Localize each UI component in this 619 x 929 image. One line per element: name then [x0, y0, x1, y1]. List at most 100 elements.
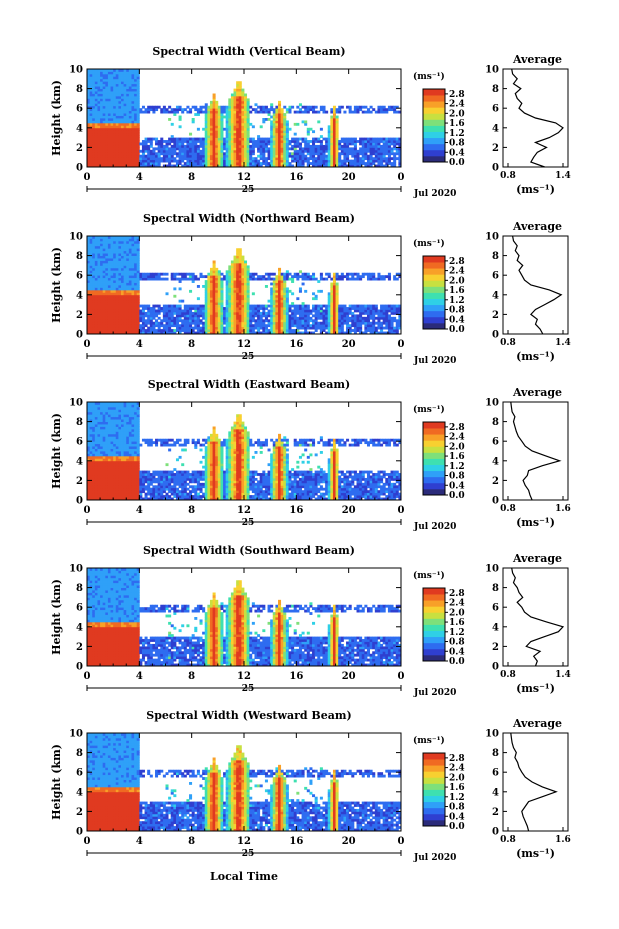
profile-x-tick-label: 0.8 [500, 171, 516, 181]
y-tick-label: 6 [76, 603, 83, 614]
panel-title: Spectral Width (Westward Beam) [146, 709, 351, 722]
profile-y-tick-label: 2 [492, 642, 499, 653]
y-tick-label: 8 [76, 748, 83, 759]
profile-panel: Average 0 2 4 6 8 10 0.8 1.4(ms⁻¹) [485, 53, 571, 196]
colorbar-tick-label: 2.8 [449, 423, 465, 433]
x-tick-label: 20 [342, 339, 356, 350]
profile-x-label: (ms⁻¹) [516, 516, 555, 529]
colorbar-frame [422, 255, 446, 330]
profile-frame [502, 235, 569, 335]
profile-y-tick-label: 4 [492, 456, 499, 467]
y-tick-label: 4 [76, 290, 83, 301]
y-tick-label: 8 [76, 84, 83, 95]
y-tick-label: 10 [69, 65, 83, 76]
profile-y-tick-label: 10 [485, 232, 499, 243]
profile-y-tick-label: 2 [492, 807, 499, 818]
x-tick-label: 20 [342, 836, 356, 847]
colorbar-segment [423, 464, 445, 472]
colorbar-unit: (ms⁻¹) [413, 238, 445, 249]
colorbar-segment [423, 119, 445, 126]
date-label: Jul 2020 [413, 688, 456, 698]
profile-y-tick-label: 8 [492, 417, 499, 428]
colorbar-tick-label: 2.4 [449, 100, 465, 110]
heatmap-cells [87, 568, 402, 667]
colorbar-segment [423, 777, 445, 784]
colorbar-segment [423, 256, 445, 263]
x-tick-label: 0 [398, 339, 405, 350]
colorbar-tick-label: 2.4 [449, 599, 465, 609]
y-tick-label: 10 [69, 564, 83, 575]
colorbar-segment [423, 771, 445, 778]
heatmap-cells [87, 236, 402, 335]
profile-y-tick-label: 10 [485, 65, 499, 76]
profile-frame [502, 567, 569, 667]
profile-panel: Average 0 2 4 6 8 10 0.8 1.4(ms⁻¹) [485, 220, 571, 363]
date-label: Jul 2020 [413, 853, 456, 863]
colorbar-segment [423, 101, 445, 108]
profile-title: Average [512, 53, 562, 66]
colorbar-segment [423, 274, 445, 281]
profile-x-label: (ms⁻¹) [516, 847, 555, 860]
x-tick-label: 4 [136, 339, 143, 350]
profile-y-tick-label: 10 [485, 729, 499, 740]
x-tick-label: 4 [136, 172, 143, 183]
colorbar-frame [422, 88, 446, 163]
colorbar-tick-label: 0.4 [449, 315, 465, 325]
y-tick-label: 10 [69, 729, 83, 740]
panel-4: Spectral Width (Southward Beam) 0 2 4 6 8 10 He… [50, 544, 571, 698]
profile-title: Average [512, 717, 562, 730]
profile-y-tick-label: 8 [492, 251, 499, 262]
profile-y-tick-label: 4 [492, 123, 499, 134]
profile-y-tick-label: 6 [492, 104, 499, 115]
colorbar-tick-label: 2.4 [449, 764, 465, 774]
profile-y-tick-label: 10 [485, 398, 499, 409]
y-tick-label: 4 [76, 622, 83, 633]
colorbar: (ms⁻¹) 0.00.40.81.21.62.02.42.8 [413, 404, 465, 501]
colorbar-tick-label: 2.0 [449, 109, 465, 119]
profile-line [510, 401, 562, 501]
profile-y-tick-label: 2 [492, 143, 499, 154]
profile-y-tick-label: 4 [492, 787, 499, 798]
colorbar-tick-label: 0.4 [449, 647, 465, 657]
colorbar-tick-label: 0.8 [449, 139, 465, 149]
y-tick-label: 6 [76, 104, 83, 115]
colorbar-segment [423, 155, 445, 163]
colorbar-segment [423, 446, 445, 453]
x-tick-label: 16 [289, 505, 303, 516]
colorbar-tick-label: 0.4 [449, 481, 465, 491]
colorbar-segment [423, 422, 445, 429]
y-tick-label: 0 [76, 330, 83, 341]
profile-x-tick-label: 1.4 [555, 670, 571, 680]
profile-x-tick-label: 1.4 [555, 338, 571, 348]
profile-title: Average [512, 386, 562, 399]
colorbar-segment [423, 143, 445, 151]
colorbar-segment [423, 476, 445, 484]
profile-y-tick-label: 4 [492, 290, 499, 301]
colorbar: (ms⁻¹) 0.00.40.81.21.62.02.42.8 [413, 735, 465, 832]
x-tick-label: 12 [237, 836, 251, 847]
profile-line [510, 732, 558, 832]
x-tick-label: 16 [289, 172, 303, 183]
colorbar-tick-label: 2.0 [449, 276, 465, 286]
y-tick-label: 2 [76, 807, 83, 818]
colorbar-segment [423, 606, 445, 613]
colorbar-tick-label: 2.0 [449, 773, 465, 783]
colorbar-segment [423, 304, 445, 312]
heatmap-cells [87, 69, 402, 168]
x-tick-label: 4 [136, 505, 143, 516]
heatmap-cells [87, 733, 402, 832]
profile-x-tick-label: 0.8 [500, 670, 516, 680]
profile-x-tick-label: 1.6 [555, 835, 571, 845]
colorbar-unit: (ms⁻¹) [413, 735, 445, 746]
colorbar-tick-label: 0.0 [449, 491, 465, 501]
profile-y-tick-label: 6 [492, 437, 499, 448]
colorbar-tick-label: 0.8 [449, 638, 465, 648]
colorbar-unit: (ms⁻¹) [413, 71, 445, 82]
panel-title: Spectral Width (Southward Beam) [143, 544, 355, 557]
colorbar-tick-label: 1.6 [449, 783, 465, 793]
colorbar-segment [423, 89, 445, 96]
colorbar-segment [423, 316, 445, 324]
profile-x-tick-label: 0.8 [500, 504, 516, 514]
colorbar-tick-label: 0.8 [449, 472, 465, 482]
profile-frame [502, 401, 569, 501]
